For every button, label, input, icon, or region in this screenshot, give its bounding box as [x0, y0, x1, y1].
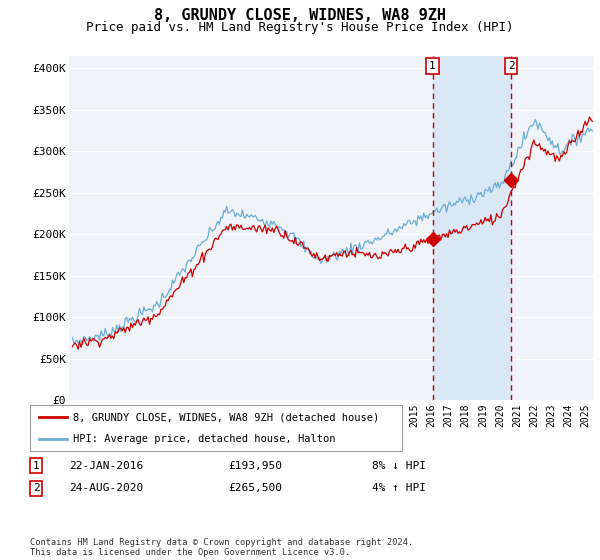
Text: 1: 1 [32, 461, 40, 471]
Bar [433, 56, 511, 400]
Text: £265,500: £265,500 [228, 483, 282, 493]
Text: 1: 1 [429, 61, 436, 71]
Text: 22-JAN-2016: 22-JAN-2016 [69, 461, 143, 471]
Text: 2: 2 [508, 61, 514, 71]
Text: 8, GRUNDY CLOSE, WIDNES, WA8 9ZH (detached house): 8, GRUNDY CLOSE, WIDNES, WA8 9ZH (detach… [73, 412, 379, 422]
Text: 8% ↓ HPI: 8% ↓ HPI [372, 461, 426, 471]
Text: £193,950: £193,950 [228, 461, 282, 471]
Text: HPI: Average price, detached house, Halton: HPI: Average price, detached house, Halt… [73, 435, 335, 444]
Text: Price paid vs. HM Land Registry's House Price Index (HPI): Price paid vs. HM Land Registry's House … [86, 21, 514, 34]
Text: 24-AUG-2020: 24-AUG-2020 [69, 483, 143, 493]
Text: 2: 2 [32, 483, 40, 493]
Text: Contains HM Land Registry data © Crown copyright and database right 2024.
This d: Contains HM Land Registry data © Crown c… [30, 538, 413, 557]
Text: 4% ↑ HPI: 4% ↑ HPI [372, 483, 426, 493]
Text: 8, GRUNDY CLOSE, WIDNES, WA8 9ZH: 8, GRUNDY CLOSE, WIDNES, WA8 9ZH [154, 8, 446, 24]
